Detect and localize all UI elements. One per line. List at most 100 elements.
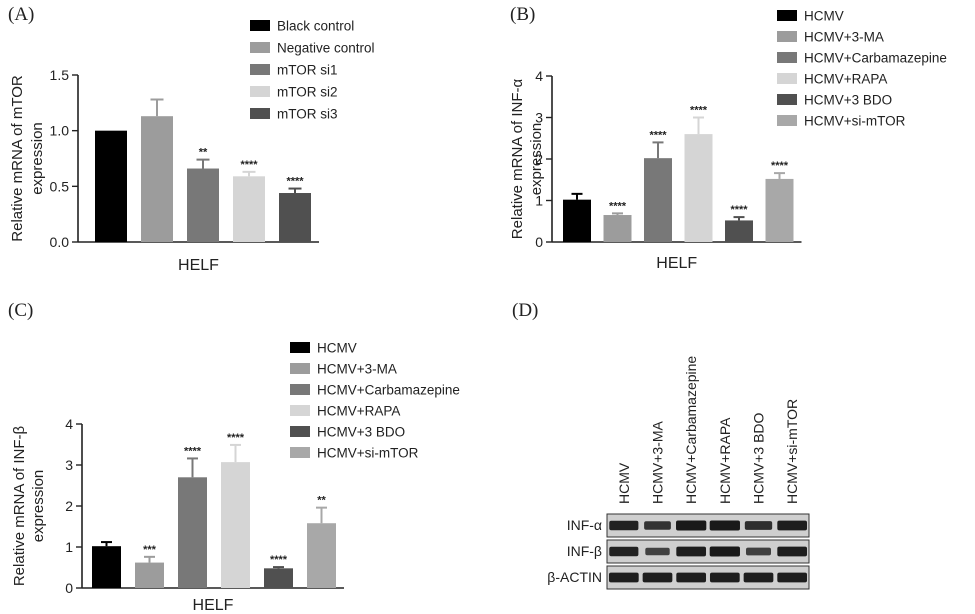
blot-lane-label: HCMV+3-MA xyxy=(650,420,666,504)
legend-entry: Negative control xyxy=(277,41,375,56)
legend-entry: mTOR si2 xyxy=(277,85,338,100)
bar xyxy=(725,220,753,242)
y-axis-label-line1: Relative mRNA of INF-β xyxy=(11,425,28,586)
blot-strip xyxy=(606,565,810,590)
y-tick-label: 0 xyxy=(535,234,543,250)
significance-label: **** xyxy=(690,105,708,117)
bar xyxy=(233,176,265,242)
bar xyxy=(92,546,121,588)
legend-swatch xyxy=(290,447,310,458)
legend-entry: mTOR si1 xyxy=(277,63,338,78)
bar xyxy=(221,462,250,588)
blot-row-label: INF-β xyxy=(567,543,602,559)
legend-swatch xyxy=(777,73,797,84)
blot-lane-label: HCMV+si-mTOR xyxy=(784,399,800,504)
panel-letter-c: (C) xyxy=(8,300,33,321)
x-axis-label: HELF xyxy=(193,597,234,614)
legend-swatch xyxy=(777,52,797,63)
bar xyxy=(178,477,207,588)
legend-swatch xyxy=(290,405,310,416)
x-axis-label: HELF xyxy=(656,255,697,272)
bar xyxy=(563,199,591,242)
blot-lane-label: HCMV+3 BDO xyxy=(751,412,767,504)
blot-band xyxy=(777,572,808,583)
bar xyxy=(279,193,311,242)
y-tick-label: 0.0 xyxy=(50,234,70,250)
blot-band xyxy=(676,572,707,583)
bar xyxy=(141,116,173,242)
legend-entry: HCMV+RAPA xyxy=(317,404,400,419)
legend-entry: HCMV+3 BDO xyxy=(804,93,892,108)
legend-swatch xyxy=(250,20,270,31)
significance-label: ** xyxy=(317,495,326,507)
y-tick-label: 0 xyxy=(65,580,73,596)
legend-swatch xyxy=(777,10,797,21)
blot-band xyxy=(609,546,639,557)
y-tick-label: 4 xyxy=(65,416,73,432)
blot-band xyxy=(676,520,707,531)
legend-swatch xyxy=(290,363,310,374)
legend-swatch xyxy=(250,64,270,75)
panel-letter-d: (D) xyxy=(512,300,538,321)
blot-band xyxy=(709,520,740,531)
significance-label: **** xyxy=(649,129,667,141)
y-tick-label: 1.0 xyxy=(50,123,70,139)
y-axis-label-line2: expression xyxy=(30,470,47,543)
legend-entry: HCMV+RAPA xyxy=(804,72,887,87)
legend-swatch xyxy=(290,426,310,437)
y-tick-label: 3 xyxy=(65,457,73,473)
blot-lane-label: HCMV+RAPA xyxy=(717,417,733,504)
panel-letter-a: (A) xyxy=(8,4,34,25)
legend-swatch xyxy=(250,42,270,53)
blot-band xyxy=(744,521,773,530)
blot-lane-label: HCMV+Carbamazepine xyxy=(683,356,699,504)
legend-entry: HCMV+Carbamazepine xyxy=(804,51,947,66)
blot-band xyxy=(642,572,673,583)
y-tick-label: 2 xyxy=(65,498,73,514)
bar xyxy=(644,158,672,242)
y-tick-label: 0.5 xyxy=(50,178,70,194)
chart-panel-a: 0.0 0.5 1.0 1.5 Relative mRNA of mTOR express… xyxy=(9,19,375,275)
significance-label: **** xyxy=(227,432,245,444)
y-axis-label-line2: expression xyxy=(29,122,46,195)
western-blot-panel: HCMV HCMV+3-MA HCMV+Carbamazepine HCMV+RAPA… xyxy=(547,356,810,590)
blot-band xyxy=(608,572,639,583)
blot-band xyxy=(644,521,671,530)
blot-band xyxy=(709,546,740,557)
significance-label: **** xyxy=(771,160,789,172)
y-tick-label: 1.5 xyxy=(50,67,70,83)
x-axis-label: HELF xyxy=(178,257,219,274)
legend-entry: HCMV xyxy=(804,9,844,24)
bar xyxy=(765,178,794,242)
significance-label: **** xyxy=(730,204,748,216)
bar xyxy=(135,562,164,588)
blot-row-label: β-ACTIN xyxy=(547,569,602,585)
legend-swatch xyxy=(250,108,270,119)
legend-entry: HCMV+3-MA xyxy=(804,30,884,45)
significance-label: *** xyxy=(143,544,157,556)
legend-swatch xyxy=(290,342,310,353)
legend-entry: Black control xyxy=(277,19,354,34)
legend-entry: HCMV+3-MA xyxy=(317,362,397,377)
significance-label: **** xyxy=(240,159,258,171)
significance-label: **** xyxy=(286,176,304,188)
legend-swatch xyxy=(250,86,270,97)
legend-entry: HCMV+si-mTOR xyxy=(804,114,906,129)
legend-swatch xyxy=(290,384,310,395)
legend-entry: HCMV+3 BDO xyxy=(317,425,405,440)
blot-band xyxy=(743,572,774,583)
bar xyxy=(264,568,293,588)
blot-band xyxy=(709,572,740,583)
blot-band xyxy=(609,520,639,531)
legend-entry: HCMV xyxy=(317,341,357,356)
y-tick-label: 2 xyxy=(535,151,543,167)
panel-letter-b: (B) xyxy=(510,4,535,25)
chart-panel-c: 0 1 2 3 4 Relative mRNA of INF-β expression HEL… xyxy=(11,341,460,614)
legend-entry: HCMV+si-mTOR xyxy=(317,446,419,461)
bar xyxy=(187,168,219,242)
blot-lane-label: HCMV xyxy=(616,462,632,504)
y-axis-label-line1: Relative mRNA of INF-α xyxy=(509,78,526,239)
legend-swatch xyxy=(777,115,797,126)
blot-band xyxy=(645,547,670,556)
